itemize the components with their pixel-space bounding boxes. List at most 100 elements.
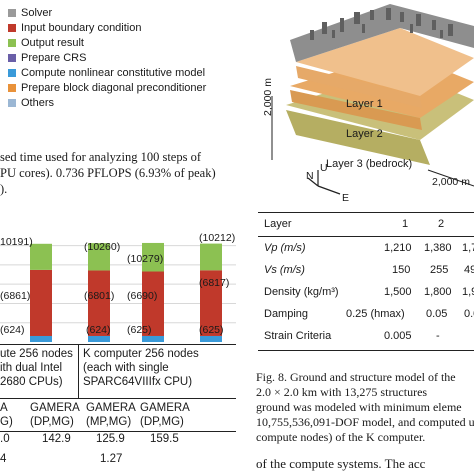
layer-row-label: Strain Criteria xyxy=(264,330,332,342)
legend-label: Output result xyxy=(21,37,84,49)
caption-left-line2: PU cores). 0.736 PFLOPS (6.93% of peak) xyxy=(0,166,216,180)
layer-row-v3: 0.0 xyxy=(464,308,474,320)
bar-segment xyxy=(30,335,52,342)
data-label-bar2-bottom: (624) xyxy=(86,324,111,336)
layer-row-v1: 150 xyxy=(392,264,411,276)
data-label-bar1-total: 10191) xyxy=(0,236,33,248)
ct-r1c3: 159.5 xyxy=(150,433,179,445)
layer-row-v3: 49 xyxy=(464,264,474,276)
dim-vertical-label: 2,000 m xyxy=(262,78,274,116)
city-texture xyxy=(310,8,453,40)
fig8-line3: ground was modeled with minimum eleme xyxy=(256,400,462,414)
fig8-line5: compute nodes) of the K computer. xyxy=(256,430,426,444)
legend-item-preconditioner: Prepare block diagonal preconditioner xyxy=(8,81,206,95)
layer-row-label: Density (kg/m³) xyxy=(264,286,339,298)
layer-row-v2: 1,800 xyxy=(424,286,452,298)
layer-row-strain: Strain Criteria 0.005 - xyxy=(258,326,474,348)
caption-left-line3: ). xyxy=(0,182,8,196)
data-label-bar2-mid: (6801) xyxy=(84,290,115,302)
layer3-slab xyxy=(286,110,430,165)
fig8-line1: Fig. 8. Ground and structure model of th… xyxy=(256,370,456,384)
layer-table-bottom-rule xyxy=(258,350,474,351)
chart-table: A GAMERA GAMERA GAMERA G) (DP,MG) (MP,MG… xyxy=(0,398,236,465)
layer-row-damping: Damping 0.25 (hmax) 0.05 0.0 xyxy=(258,304,474,326)
bar-segment xyxy=(200,335,222,342)
legend-swatch xyxy=(8,39,16,47)
legend-swatch xyxy=(8,84,16,92)
data-label-bar3-total: (10279) xyxy=(127,253,164,265)
legend-item-others: Others xyxy=(8,96,54,110)
data-label-bar2-total: (10260) xyxy=(84,241,121,253)
data-label-bar4-bottom: (625) xyxy=(199,324,224,336)
axis-e-label: E xyxy=(342,192,350,204)
ct-h2: GAMERA xyxy=(86,402,136,414)
bar-segment xyxy=(88,335,110,342)
layer-header-label: Layer xyxy=(264,218,292,230)
ct-r1c1: 142.9 xyxy=(42,433,71,445)
legend-label: Input boundary condition xyxy=(21,22,142,34)
dim-line-horizontal xyxy=(427,169,474,187)
body-text-bottom: of the compute systems. The acc xyxy=(256,456,426,471)
bar-segment xyxy=(142,271,164,336)
layer-table-top-rule xyxy=(258,212,474,213)
layer2-slab xyxy=(290,90,422,130)
ct-s0: G) xyxy=(0,416,13,428)
data-label-bar3-bottom: (625) xyxy=(127,324,152,336)
ct-divider xyxy=(0,431,236,432)
caption-left-line1: sed time used for analyzing 100 steps of xyxy=(0,150,201,164)
group-left-line2: ith dual Intel xyxy=(0,362,63,374)
legend-label: Prepare block diagonal preconditioner xyxy=(21,82,207,94)
layer-row-v1: 0.005 xyxy=(384,330,412,342)
legend-swatch xyxy=(8,24,16,32)
group-left-line3: 2680 CPUs) xyxy=(0,376,63,388)
layer-row-v1: 0.25 (hmax) xyxy=(346,308,405,320)
bar-segment xyxy=(88,270,110,336)
ct-s2: (MP,MG) xyxy=(86,416,132,428)
layer-row-v2: 0.05 xyxy=(426,308,448,320)
bar-segment xyxy=(200,243,222,271)
axis-n-label: N xyxy=(306,170,314,182)
layer-row-label: Vp (m/s) xyxy=(264,242,306,254)
layer-row-density: Density (kg/m³) 1,500 1,800 1,90 xyxy=(258,282,474,304)
data-label-bar3-mid: (6690) xyxy=(127,290,158,302)
layer-header-1: 1 xyxy=(402,218,409,230)
legend-item-input-boundary: Input boundary condition xyxy=(8,21,141,35)
layer-row-v2: - xyxy=(436,330,440,342)
legend: Solver Input boundary condition Output r… xyxy=(8,4,248,112)
bars xyxy=(30,242,222,342)
legend-swatch xyxy=(8,9,16,17)
dim-horizontal-label: 2,000 m xyxy=(432,176,470,188)
chart-group-right: K computer 256 nodes (each with single S… xyxy=(79,344,236,399)
legend-swatch xyxy=(8,54,16,62)
bar-segment xyxy=(30,269,52,336)
chart-group-left: ute 256 nodes ith dual Intel 2680 CPUs) xyxy=(0,344,78,399)
ct-h0: A xyxy=(0,402,8,414)
group-left-line1: ute 256 nodes xyxy=(0,348,73,360)
legend-item-prepare-crs: Prepare CRS xyxy=(8,51,86,65)
group-right-line1: K computer 256 nodes xyxy=(83,348,199,360)
layer-row-v3: 1,90 xyxy=(462,286,474,298)
legend-label: Prepare CRS xyxy=(21,52,87,64)
layer-row-v2: 255 xyxy=(430,264,449,276)
axis-arrow-n xyxy=(307,177,319,187)
legend-item-nonlinear: Compute nonlinear constitutive model xyxy=(8,66,205,80)
layer-row-v1: 1,500 xyxy=(384,286,412,298)
bar-segment xyxy=(30,243,52,270)
bar-segment xyxy=(142,335,164,342)
axis-u-label: U xyxy=(320,162,328,174)
legend-label: Compute nonlinear constitutive model xyxy=(21,67,206,79)
ct-r2c2: 1.27 xyxy=(100,453,123,465)
bar-chart xyxy=(0,242,236,342)
group-right-line2: (each with single xyxy=(83,362,169,374)
chart-group-divider xyxy=(78,344,79,398)
ct-h3: GAMERA xyxy=(140,402,190,414)
layer-row-v1: 1,210 xyxy=(384,242,412,254)
legend-label: Others xyxy=(21,97,55,109)
legend-swatch xyxy=(8,99,16,107)
data-label-bar4-mid: (6817) xyxy=(199,277,230,289)
layer-row-v3: 1,77 xyxy=(462,242,474,254)
layer1-slab xyxy=(296,66,422,108)
legend-swatch xyxy=(8,69,16,77)
axis-arrow-e xyxy=(317,185,341,195)
layer1-label: Layer 1 xyxy=(346,98,383,110)
